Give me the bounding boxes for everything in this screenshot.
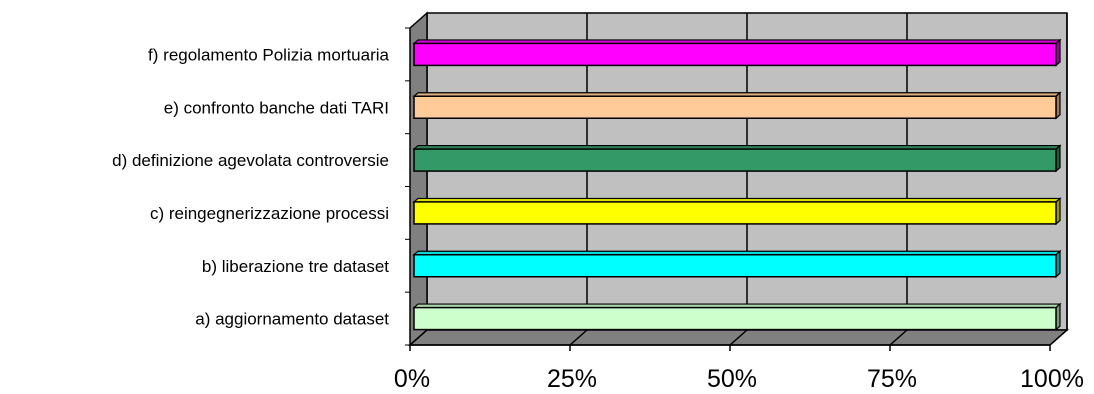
bar <box>412 38 1062 67</box>
bar-front <box>413 148 1057 172</box>
x-tick-label: 25% <box>547 365 597 393</box>
bar-front <box>413 254 1057 278</box>
x-tick-label: 0% <box>394 365 430 393</box>
floor-gridline <box>729 329 748 346</box>
bar <box>412 249 1062 279</box>
floor-gridline <box>569 329 588 346</box>
floor-gridline <box>1049 329 1068 346</box>
floor-gridline <box>409 329 428 346</box>
x-tick-label: 75% <box>867 365 917 393</box>
bar-front <box>413 95 1057 119</box>
bar-front <box>413 201 1057 225</box>
bars <box>412 38 1062 331</box>
x-tick-label: 50% <box>707 365 757 393</box>
bar-front <box>413 306 1057 331</box>
category-label: d) definizione agevolata controversie <box>112 151 389 170</box>
bar <box>412 144 1062 173</box>
bar <box>412 91 1062 120</box>
bar <box>412 302 1062 331</box>
x-tick-label: 100% <box>1020 365 1084 393</box>
floor-gridline <box>889 329 908 346</box>
category-label: c) reingegnerizzazione processi <box>150 204 389 223</box>
x-tick-labels: 0% 25% 50% 75% 100% <box>394 365 1084 393</box>
category-label: b) liberazione tre dataset <box>202 257 389 276</box>
category-labels: a) aggiornamento dataset b) liberazione t… <box>112 45 389 328</box>
bar <box>412 197 1062 226</box>
category-label: e) confronto banche dati TARI <box>164 98 389 117</box>
category-label: f) regolamento Polizia mortuaria <box>148 45 389 64</box>
bar-front <box>413 42 1057 67</box>
category-label: a) aggiornamento dataset <box>195 310 389 329</box>
